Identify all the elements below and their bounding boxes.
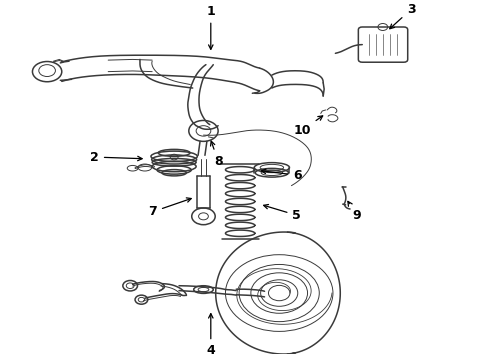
Text: 7: 7	[148, 198, 191, 218]
Text: 10: 10	[294, 116, 323, 137]
Text: 5: 5	[264, 204, 301, 222]
Text: 2: 2	[90, 150, 142, 163]
Text: 6: 6	[261, 169, 301, 182]
Text: 8: 8	[211, 141, 222, 168]
Text: 9: 9	[348, 201, 361, 222]
Text: 1: 1	[206, 5, 215, 49]
Text: 4: 4	[206, 314, 215, 357]
Text: 3: 3	[390, 3, 416, 29]
